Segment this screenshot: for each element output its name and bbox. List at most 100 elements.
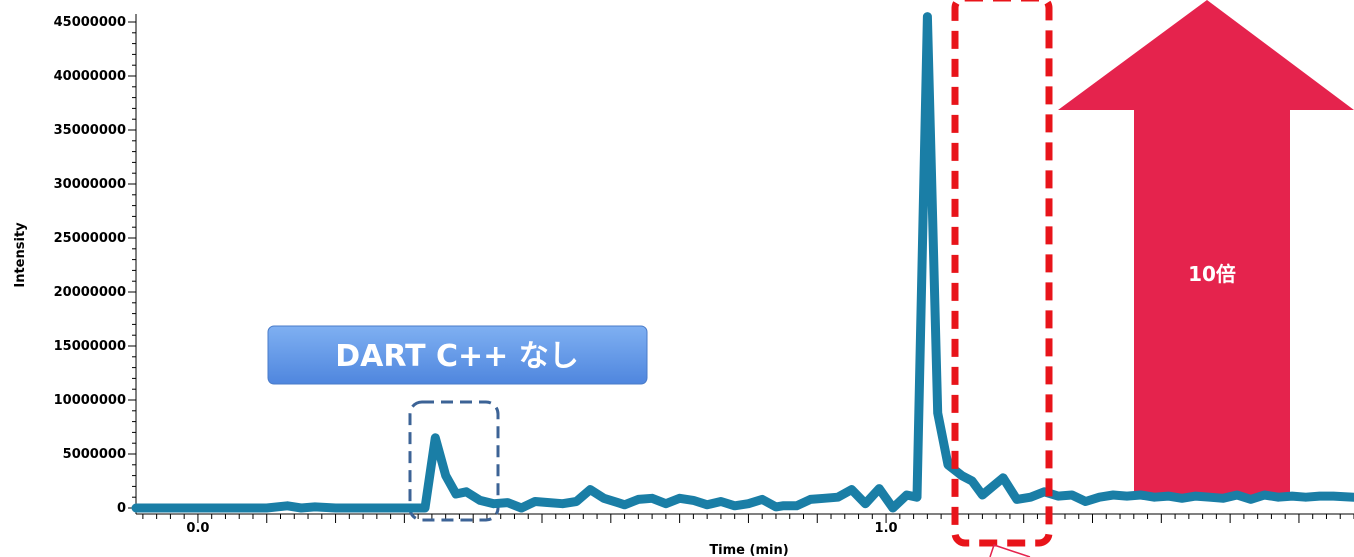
data-point: [651, 497, 653, 499]
data-point: [1209, 496, 1210, 498]
data-point: [892, 507, 894, 509]
data-point: [1043, 491, 1045, 493]
data-point: [782, 505, 784, 507]
data-point: [775, 506, 777, 508]
data-point: [796, 505, 798, 507]
data-point: [231, 507, 233, 509]
data-point: [679, 497, 681, 499]
data-point: [1319, 495, 1321, 497]
data-point: [1057, 495, 1059, 497]
data-point: [197, 507, 199, 509]
condition-badge: [267, 325, 648, 385]
data-point: [1016, 498, 1018, 500]
data-point: [1140, 494, 1142, 496]
data-point: [1002, 477, 1004, 479]
data-point: [266, 507, 268, 509]
y-tick-label: 40000000: [54, 69, 126, 84]
data-point: [314, 506, 316, 508]
data-point: [1167, 495, 1169, 497]
data-point: [747, 503, 749, 505]
x-tick-label: 0.0: [186, 521, 209, 536]
data-point: [823, 497, 825, 499]
data-point: [720, 501, 722, 502]
data-point: [1250, 498, 1252, 500]
data-point: [1291, 495, 1293, 497]
data-point: [424, 507, 426, 509]
data-point: [734, 505, 736, 507]
data-point: [479, 499, 481, 501]
data-point: [1222, 497, 1224, 499]
data-point: [300, 507, 302, 509]
data-point: [937, 412, 939, 414]
pointer-line: [989, 544, 1031, 557]
data-point: [548, 502, 550, 504]
series-layer: [131, 12, 1354, 513]
data-point: [926, 16, 928, 18]
series-line: [131, 12, 1354, 513]
data-point: [1085, 501, 1087, 502]
data-point: [534, 501, 536, 502]
y-tick-label: 5000000: [63, 447, 126, 462]
data-point: [1195, 495, 1197, 497]
data-point: [692, 499, 694, 501]
y-tick-label: 0: [117, 501, 126, 516]
data-point: [1030, 496, 1032, 498]
data-point: [617, 502, 619, 504]
data-point: [864, 503, 866, 505]
y-tick-label: 35000000: [54, 123, 126, 138]
data-point: [1181, 497, 1183, 499]
data-point: [637, 498, 639, 500]
minor-ticks: [132, 32, 1354, 519]
data-point: [761, 498, 763, 500]
y-tick-label: 30000000: [54, 177, 126, 192]
data-point: [403, 507, 405, 509]
data-point: [603, 497, 605, 499]
data-point: [809, 498, 811, 500]
data-point: [507, 502, 509, 504]
data-point: [1126, 495, 1128, 497]
data-point: [1112, 494, 1114, 496]
x-axis: 0.0 1.0: [136, 513, 1354, 536]
y-axis: 0 5000000 10000000 15000000 20000000 25000000…: [54, 14, 137, 516]
data-point: [916, 496, 918, 498]
data-point: [992, 485, 994, 487]
data-point: [961, 475, 963, 477]
y-axis-title: Intensity: [13, 222, 28, 288]
data-point: [971, 480, 973, 482]
data-point: [947, 464, 949, 466]
data-point: [1153, 496, 1155, 498]
data-point: [851, 489, 853, 491]
data-point: [335, 507, 337, 509]
data-point: [562, 503, 564, 505]
data-point: [589, 489, 591, 491]
y-tick-label: 25000000: [54, 231, 126, 246]
data-point: [1305, 496, 1307, 498]
y-tick-label: 15000000: [54, 339, 126, 354]
data-point: [286, 505, 288, 507]
data-point: [837, 496, 839, 498]
data-point: [445, 475, 447, 477]
data-point: [1071, 494, 1073, 496]
data-point: [878, 488, 880, 490]
y-tick-label: 45000000: [54, 15, 126, 30]
y-tick-label: 10000000: [54, 393, 126, 408]
data-point: [493, 503, 495, 505]
data-point: [465, 491, 467, 493]
data-point: [665, 503, 667, 505]
condition-badge-label: DART C++ なし: [335, 339, 579, 374]
blue-dashed-highlight-box: [408, 400, 500, 522]
data-point: [1264, 494, 1265, 496]
data-point: [706, 504, 708, 506]
x-tick-label: 1.0: [875, 521, 898, 536]
data-point: [520, 507, 522, 509]
data-point: [981, 494, 983, 496]
data-point: [1236, 494, 1238, 496]
x-axis-title: Time (min): [709, 543, 788, 557]
data-point: [434, 437, 436, 439]
arrow-label: 10倍: [1188, 262, 1236, 286]
red-dashed-highlight-box: [951, 0, 1053, 547]
data-point: [906, 494, 908, 496]
data-point: [1332, 495, 1334, 497]
data-point: [135, 507, 137, 509]
y-tick-label: 20000000: [54, 285, 126, 300]
